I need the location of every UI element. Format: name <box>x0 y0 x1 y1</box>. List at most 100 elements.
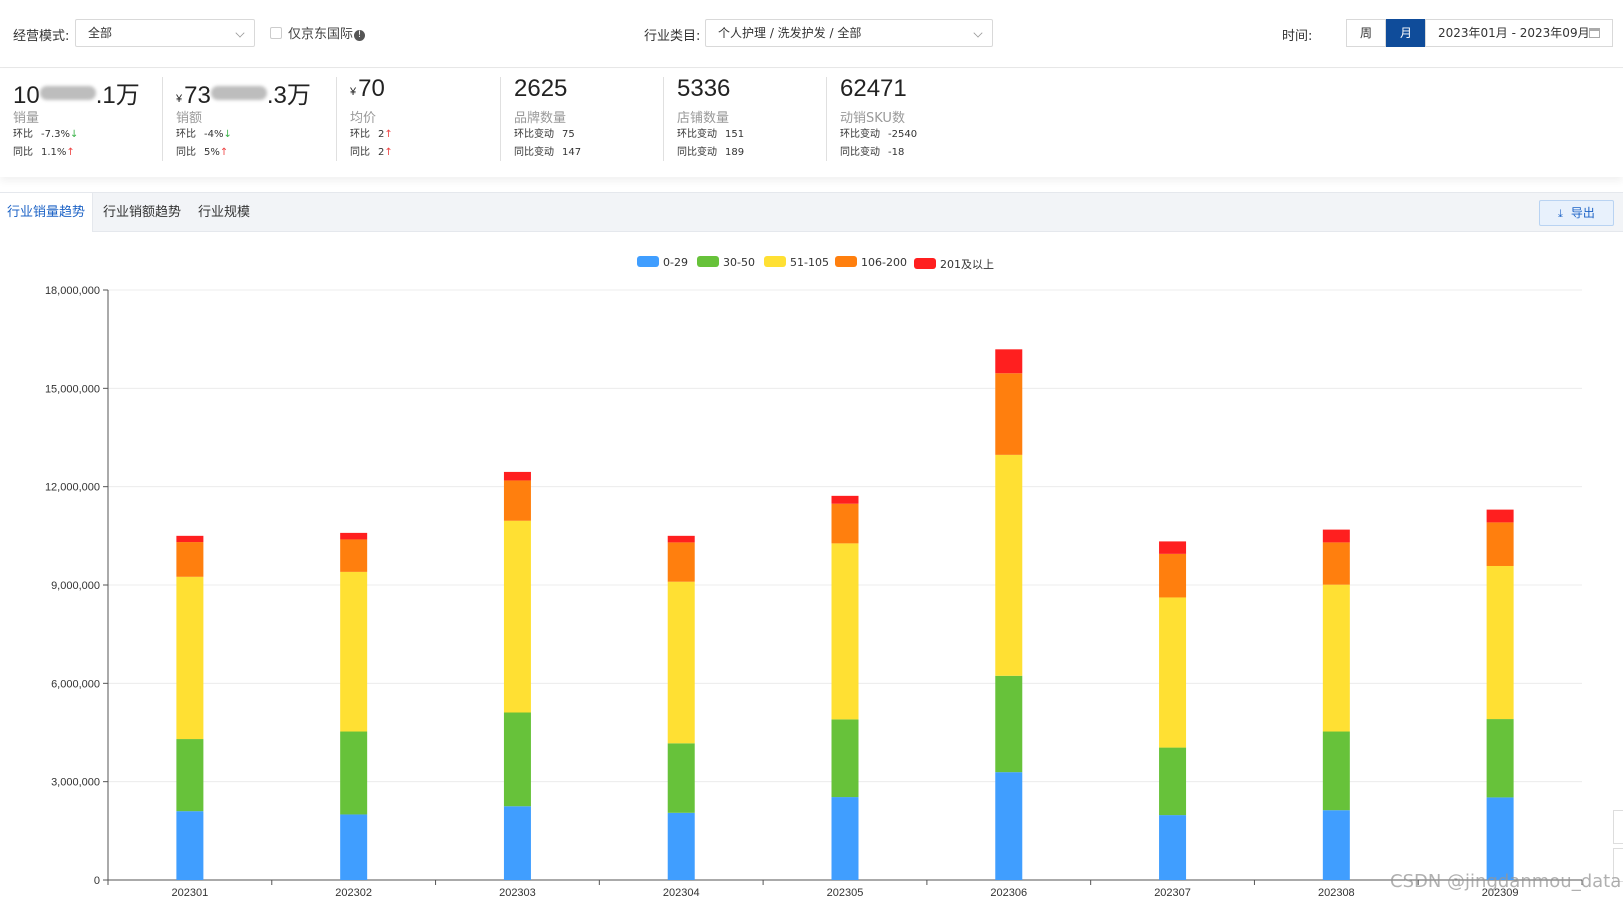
info-icon[interactable]: ! <box>354 30 366 41</box>
kpi-name: 均价 <box>350 111 377 126</box>
divider <box>162 77 163 161</box>
mode-select[interactable]: 全部 <box>75 19 255 47</box>
legend-item[interactable]: 106-200 <box>835 256 907 269</box>
calendar-icon <box>1589 28 1600 38</box>
divider <box>826 77 827 161</box>
legend-item[interactable]: 51-105 <box>764 256 829 269</box>
mode-label: 经营模式: <box>13 29 70 44</box>
arrow-down-icon: ↓ <box>70 129 79 140</box>
x-tick-label: 202303 <box>499 887 536 899</box>
legend-swatch <box>697 256 719 267</box>
kpi-row: 10.1万 销量 环比 -7.3%↓ 同比 1.1%↑ ¥73.3万 销额 环比 -4… <box>0 69 1623 177</box>
date-range-value: 2023年01月 - 2023年09月 <box>1438 26 1590 40</box>
bar-segment <box>995 454 1023 676</box>
bar-segment <box>1159 815 1187 880</box>
kpi-name: 动销SKU数 <box>840 111 905 126</box>
kpi-yoy: 同比 1.1%↑ <box>13 147 75 158</box>
bar-segment <box>503 806 531 880</box>
mode-select-value: 全部 <box>88 26 113 40</box>
kpi-yoy: 同比 5%↑ <box>176 147 229 158</box>
bar-segment <box>1322 584 1350 732</box>
kpi-mom: 环比 -4%↓ <box>176 129 232 140</box>
month-toggle[interactable]: 月 <box>1386 19 1426 47</box>
bar-segment <box>831 495 859 504</box>
side-handle[interactable] <box>1613 810 1623 844</box>
bar-segment <box>831 719 859 798</box>
chevron-down-icon <box>235 28 245 38</box>
divider <box>500 77 501 161</box>
bar-segment <box>1159 597 1187 748</box>
legend-item[interactable]: 30-50 <box>697 256 755 269</box>
bar-segment <box>667 542 695 582</box>
kpi-value: 62471 <box>840 75 907 102</box>
bar-segment <box>995 772 1023 880</box>
bar-segment <box>1322 542 1350 585</box>
arrow-up-icon: ↑ <box>66 147 75 158</box>
chart-legend: 0-29 30-50 51-105 106-200 201及以上 <box>0 256 1623 272</box>
tab-sales-amount-trend[interactable]: 行业销额趋势 <box>103 205 182 220</box>
arrow-up-icon: ↑ <box>384 129 393 140</box>
masked-digits <box>210 86 267 100</box>
bar-segment <box>1486 719 1514 798</box>
bar-segment <box>176 811 204 880</box>
bar-segment <box>831 543 859 720</box>
bar-segment <box>176 576 204 740</box>
chart-tabs: 行业销量趋势 行业销额趋势 行业规模 ⤓ 导出 <box>0 192 1623 232</box>
kpi-value: 5336 <box>677 75 731 102</box>
bar-segment <box>340 571 368 732</box>
side-handle[interactable] <box>1613 848 1623 882</box>
y-tick-label: 0 <box>94 875 100 887</box>
kpi-value: 2625 <box>514 75 568 102</box>
bar-segment <box>1486 509 1514 523</box>
y-tick-label: 18,000,000 <box>45 285 100 297</box>
stacked-bar-chart: 0 3,000,000 6,000,000 9,000,000 12,000,000 15… <box>45 285 1583 899</box>
bar-segment <box>667 812 695 880</box>
week-toggle[interactable]: 周 <box>1346 19 1386 47</box>
kpi-mom: 环比变动 151 <box>677 129 745 140</box>
kpi-value: ¥73.3万 <box>176 82 311 109</box>
chevron-down-icon <box>973 28 983 38</box>
legend-swatch <box>914 258 936 269</box>
bar-segment <box>503 480 531 521</box>
industry-select-value: 个人护理 / 洗发护发 / 全部 <box>718 26 862 40</box>
y-tick-label: 6,000,000 <box>51 678 100 690</box>
tab-industry-scale[interactable]: 行业规模 <box>198 205 251 220</box>
bar-segment <box>995 349 1023 374</box>
kpi-name: 店铺数量 <box>677 111 730 126</box>
date-range-picker[interactable]: 2023年01月 - 2023年09月 <box>1425 19 1613 47</box>
divider <box>663 77 664 161</box>
export-label: 导出 <box>1570 206 1595 220</box>
kpi-name: 品牌数量 <box>514 111 567 126</box>
legend-swatch <box>835 256 857 267</box>
kpi-yoy: 同比变动 189 <box>677 147 745 158</box>
arrow-down-icon: ↓ <box>223 129 232 140</box>
masked-digits <box>39 86 96 100</box>
industry-select[interactable]: 个人护理 / 洗发护发 / 全部 <box>705 19 993 47</box>
y-tick-label: 3,000,000 <box>51 777 100 789</box>
legend-item[interactable]: 201及以上 <box>914 256 994 272</box>
bar-segment <box>503 712 531 807</box>
bar-segment <box>995 373 1023 455</box>
kpi-value: 10.1万 <box>13 82 140 109</box>
bar-segment <box>667 535 695 543</box>
bar-segment <box>176 739 204 812</box>
bar-segment <box>667 743 695 813</box>
bar-segment <box>503 520 531 713</box>
bar-segment <box>1159 541 1187 554</box>
y-tick-label: 12,000,000 <box>45 482 100 494</box>
bar-segment <box>340 539 368 572</box>
kpi-yoy: 同比 2↑ <box>350 147 393 158</box>
bar-segment <box>1159 747 1187 816</box>
tab-sales-volume-trend[interactable]: 行业销量趋势 <box>0 193 94 232</box>
bar-segment <box>1486 522 1514 566</box>
x-tick-label: 202307 <box>1154 887 1191 899</box>
x-tick-label: 202306 <box>990 887 1027 899</box>
bar-segment <box>1159 553 1187 598</box>
jd-intl-checkbox[interactable] <box>270 27 282 39</box>
legend-item[interactable]: 0-29 <box>637 256 688 269</box>
bar-segment <box>503 471 531 481</box>
export-button[interactable]: ⤓ 导出 <box>1539 200 1614 226</box>
x-tick-label: 202308 <box>1318 887 1355 899</box>
x-tick-label: 202305 <box>827 887 864 899</box>
y-tick-label: 15,000,000 <box>45 383 100 395</box>
